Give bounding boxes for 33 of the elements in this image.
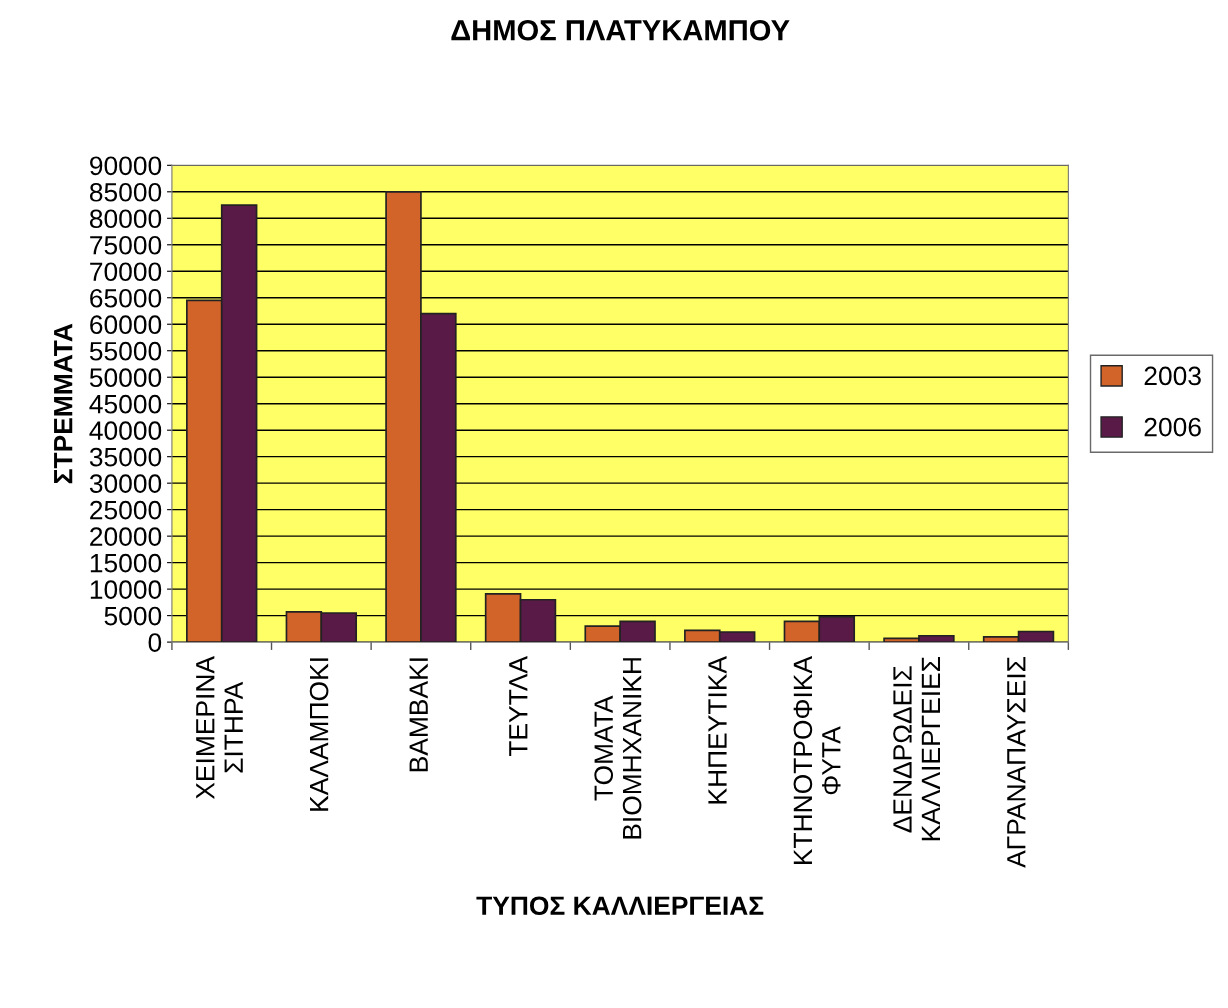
y-tick-label: 80000 — [89, 209, 162, 229]
y-tick-label: 65000 — [90, 288, 162, 308]
x-tick-label: ΤΟΜΑΤΑ ΒΙΟΜΗΧΑΝΙΚΗ — [594, 658, 642, 839]
y-axis-title: ΣΤΡΕΜΜΑΤΑ — [54, 323, 73, 484]
y-tick-label: 45000 — [89, 394, 162, 414]
y-tick-label: 35000 — [89, 447, 162, 467]
y-tick-label: 90000 — [90, 156, 162, 176]
y-tick-label: 25000 — [90, 500, 162, 520]
y-tick-label: 20000 — [90, 527, 162, 546]
x-tick-label: ΚΗΠΕΥΤΙΚΑ — [708, 656, 727, 804]
x-tick-label: ΒΑΜΒΑΚΙ — [409, 658, 428, 772]
chart-title: ΔΗΜΟΣ ΠΛΑΤΥΚΑΜΠΟΥ — [451, 19, 790, 41]
y-tick-label: 30000 — [89, 474, 162, 493]
y-tick-label: 40000 — [89, 421, 162, 441]
x-tick-label: ΑΓΡΑΝΑΠΑΥΣΕΙΣ — [1007, 657, 1026, 868]
x-tick-label: ΤΕΥΤΛΑ — [509, 656, 528, 757]
y-tick-label: 75000 — [90, 235, 162, 255]
y-tick-label: 70000 — [90, 262, 162, 282]
y-tick-label: 15000 — [90, 553, 162, 573]
legend-label: 2003 — [1144, 366, 1201, 386]
y-tick-label: 0 — [148, 633, 162, 652]
x-tick-label: ΚΤΗΝΟΤΡΟΦΙΚΑ ΦΥΤΑ — [793, 656, 841, 865]
y-tick-label: 85000 — [89, 182, 162, 202]
legend-label: 2006 — [1144, 417, 1201, 437]
y-tick-label: 60000 — [90, 315, 162, 335]
x-axis-title: ΤΥΠΟΣ ΚΑΛΛΙΕΡΓΕΙΑΣ — [476, 896, 764, 916]
y-tick-label: 10000 — [90, 580, 162, 599]
x-tick-label: ΔΕΝΔΡΩΔΕΙΣ ΚΑΛΛΙΕΡΓΕΙΕΣ — [893, 657, 940, 841]
y-tick-label: 55000 — [89, 341, 162, 361]
y-tick-label: 50000 — [89, 368, 162, 388]
x-tick-label: ΧΕΙΜΕΡΙΝΑ ΣΙΤΗΡΑ — [196, 656, 243, 800]
y-tick-label: 5000 — [104, 606, 162, 626]
x-tick-label: ΚΑΛΑΜΠΟΚΙ — [309, 658, 329, 811]
